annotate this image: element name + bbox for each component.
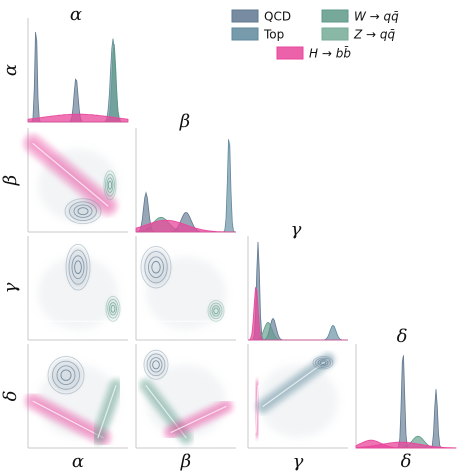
contour-ring-w — [105, 295, 121, 322]
contour-core — [32, 400, 104, 439]
contour-fill-qcd — [49, 358, 83, 393]
contour-panel-3-2 — [135, 236, 241, 341]
density-panel-4 — [355, 344, 457, 449]
contour-panel-4-1 — [23, 344, 128, 449]
contour-ring-qcd — [64, 198, 102, 225]
contour-fill-qcd — [145, 351, 167, 378]
legend-swatch-qcd — [231, 9, 259, 23]
contour-ring-qcd — [143, 349, 169, 380]
legend-label-z: Z → qq̄ — [353, 28, 396, 42]
contour-panel-2-1 — [22, 128, 128, 233]
diag-label-3: γ — [291, 219, 302, 240]
contour-core — [170, 405, 227, 433]
density-haze — [38, 256, 118, 330]
density-peak-h-5 — [135, 219, 236, 233]
y-label-3: γ — [0, 282, 21, 293]
contour-core — [97, 385, 117, 439]
contour-ring-qcd — [65, 243, 91, 291]
legend-label-w: W → qq̄ — [354, 10, 399, 24]
legend-swatch-h — [276, 46, 304, 60]
contour-ring-w — [207, 300, 225, 322]
contour-fill-qcd — [67, 246, 89, 288]
legend-swatch-z — [321, 27, 349, 41]
diag-label-2: β — [179, 111, 190, 132]
contour-panel-4-3 — [247, 344, 348, 449]
diag-label-1: α — [70, 4, 82, 25]
contour-fill-w — [208, 301, 224, 321]
density-peak-qcd-1 — [356, 355, 456, 449]
contour-ring-qcd — [140, 245, 172, 289]
x-label-3: γ — [293, 451, 304, 472]
contour-fill-qcd — [314, 357, 332, 369]
contour-fill-w — [104, 172, 116, 199]
y-label-1: α — [0, 64, 21, 76]
contour-fill-qcd — [142, 248, 170, 286]
legend-swatch-w — [321, 9, 349, 23]
density-haze — [258, 364, 338, 438]
contour-fill-w — [106, 297, 120, 321]
contour-ring-w — [103, 170, 117, 201]
density-peak-h-5 — [247, 286, 348, 341]
contour-panel-3-1 — [23, 236, 133, 341]
density-panel-2 — [135, 128, 237, 233]
y-label-4: δ — [0, 391, 21, 402]
legend-label-qcd: QCD — [264, 10, 291, 24]
y-label-2: β — [0, 175, 21, 186]
contour-ring-qcd — [312, 356, 334, 370]
contour-core — [32, 143, 109, 207]
diag-label-4: δ — [397, 326, 408, 347]
density-panel-3 — [247, 236, 348, 341]
x-label-2: β — [180, 451, 191, 472]
legend: QCD Top W → qq̄ Z → qq̄H → bb̄ — [231, 9, 399, 61]
contour-ring-qcd — [47, 356, 85, 395]
legend-swatch-top — [231, 27, 259, 41]
contour-panel-4-2 — [135, 344, 236, 449]
x-label-4: δ — [401, 451, 412, 472]
density-peak-h-5 — [355, 441, 457, 449]
density-panel-1 — [27, 18, 129, 123]
contour-fill-qcd — [66, 199, 100, 223]
contour-core — [262, 359, 329, 407]
x-label-1: α — [72, 451, 84, 472]
density-peak-h-5 — [27, 113, 129, 123]
legend-label-h: H → bb̄ — [309, 46, 351, 60]
legend-label-top: Top — [263, 28, 284, 42]
